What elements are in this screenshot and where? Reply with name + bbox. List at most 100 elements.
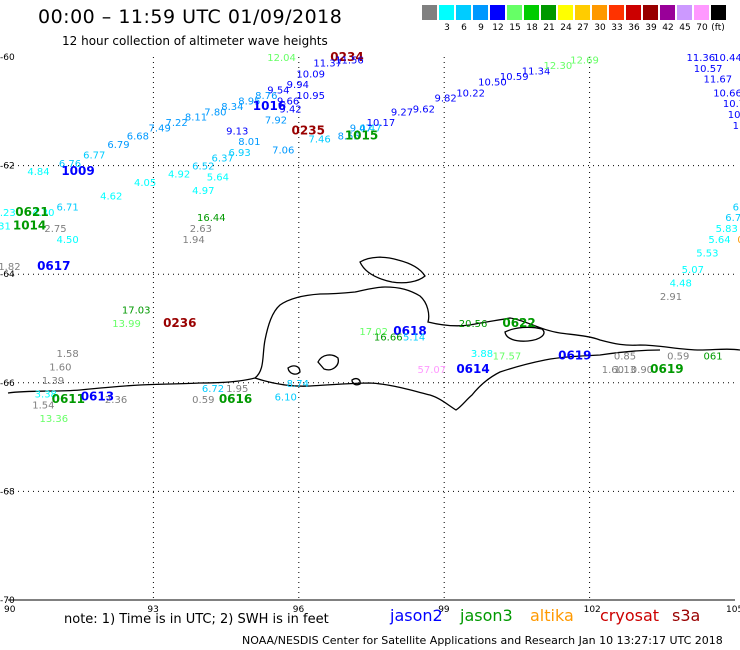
- legend-altika: altika: [530, 606, 574, 625]
- color-scale-label: 12: [492, 23, 504, 33]
- island-a: [359, 256, 426, 284]
- coastline: [7, 256, 740, 411]
- color-scale-swatch: [643, 5, 658, 20]
- color-scale-swatch: [456, 5, 471, 20]
- wave-height-value: 4.05: [134, 178, 156, 189]
- wave-height-value: 11.56: [335, 56, 364, 67]
- wave-height-value: 1.60: [602, 365, 624, 376]
- wave-height-value: 10.57: [694, 64, 723, 75]
- color-scale-label: 21: [543, 23, 555, 33]
- footer-note: note: 1) Time is in UTC; 2) SWH is in fe…: [64, 612, 329, 627]
- wave-height-value: 17.57: [493, 352, 522, 363]
- wave-height-value: 2.75: [44, 224, 66, 235]
- pass-time-label: 0617: [37, 259, 70, 273]
- wave-height-value: 2.36: [105, 395, 127, 406]
- pass-time-label: 0235: [292, 123, 325, 137]
- wave-height-value: 57.07: [418, 365, 447, 376]
- wave-height-value: 7.46: [308, 134, 330, 145]
- pass-time-label: 1009: [61, 164, 94, 178]
- wave-height-value: 10.95: [296, 91, 325, 102]
- wave-height-value: 9.94: [287, 80, 309, 91]
- wave-height-value: 6.52: [192, 162, 214, 173]
- longitude-label: 93: [147, 605, 158, 615]
- wave-height-value: 17.02: [359, 327, 388, 338]
- pass-time-label: 0234: [330, 50, 363, 64]
- wave-height-value: 1.39: [42, 376, 64, 387]
- color-scale-swatch: [592, 5, 607, 20]
- wave-height-value: 0.47: [359, 124, 381, 135]
- legend-jason2: jason2: [390, 606, 443, 625]
- color-scale-label: 42: [662, 23, 674, 33]
- wave-height-value: 13.99: [112, 319, 141, 330]
- island-d: [287, 365, 301, 375]
- wave-height-value: 8.01: [238, 137, 260, 148]
- wave-height-value: 16.66: [374, 333, 403, 344]
- wave-height-value: 12.30: [544, 61, 573, 72]
- wave-height-value: 8.76: [255, 91, 277, 102]
- wave-height-value: 6.4: [733, 202, 740, 213]
- wave-height-value: 12.69: [570, 56, 599, 67]
- wave-height-value: 13.36: [40, 414, 69, 425]
- wave-height-value: 9.66: [277, 96, 299, 107]
- color-scale-swatch: [609, 5, 624, 20]
- wave-height-value: 7.92: [265, 115, 287, 126]
- wave-height-value: 5.64: [207, 172, 229, 183]
- wave-height-value: 3.31: [0, 221, 11, 232]
- island-b: [504, 326, 545, 342]
- color-scale-label: 45: [679, 23, 691, 33]
- wave-height-value: 10.59: [500, 72, 529, 83]
- color-scale-swatch: [694, 5, 709, 20]
- wave-height-value: 9.82: [435, 94, 457, 105]
- pass-time-label: 1015: [345, 129, 378, 143]
- color-scale-label: 36: [628, 23, 640, 33]
- wave-height-value: 10.39: [728, 110, 740, 121]
- wave-height-value: 0.59: [192, 395, 214, 406]
- wave-height-value: 7.49: [149, 124, 171, 135]
- legend-cryosat: cryosat: [600, 606, 660, 625]
- map-subtitle: 12 hour collection of altimeter wave hei…: [62, 34, 328, 48]
- wave-height-value: 6.10: [275, 392, 297, 403]
- wave-height-value: 10.76: [723, 99, 740, 110]
- latitude-label: -66: [0, 379, 15, 389]
- pass-time-label: 0611: [52, 392, 85, 406]
- color-scale-label: 24: [560, 23, 572, 33]
- pass-time-label: 0613: [81, 389, 114, 403]
- color-scale-swatch: [558, 5, 573, 20]
- wave-height-value: 4.50: [56, 235, 78, 246]
- color-scale-label: 30: [594, 23, 606, 33]
- wave-height-value: 0.90: [631, 365, 653, 376]
- wave-height-value: 4.97: [192, 186, 214, 197]
- wave-height-value: 4.30: [32, 208, 54, 219]
- wave-height-value: 9.13: [226, 126, 248, 137]
- latitude-label: -62: [0, 162, 15, 172]
- wave-height-value: 8.74: [287, 379, 309, 390]
- color-scale-swatch: [677, 5, 692, 20]
- wave-height-value: 11.67: [703, 75, 732, 86]
- wave-height-value: 0.59: [667, 352, 689, 363]
- wave-height-value: 4.62: [100, 191, 122, 202]
- wave-height-value: 6.37: [212, 153, 234, 164]
- wave-height-value: 6.79: [107, 140, 129, 151]
- wave-height-value: 11.34: [522, 67, 551, 78]
- color-scale-label: 33: [611, 23, 623, 33]
- wave-height-value: 17.03: [122, 305, 151, 316]
- wave-height-value: 061: [703, 352, 722, 363]
- color-scale-label: 6: [461, 23, 467, 33]
- legend-s3a: s3a: [672, 606, 701, 625]
- pass-time-label: 0622: [502, 316, 535, 330]
- pass-time-label: 0618: [393, 324, 426, 338]
- wave-height-value: 10.09: [296, 69, 325, 80]
- color-scale-swatch: [711, 5, 726, 20]
- wave-height-value: 6.77: [83, 151, 105, 162]
- wave-height-value: 10.22: [456, 88, 485, 99]
- longitude-label: 96: [293, 605, 305, 615]
- latitude-label: -60: [0, 53, 15, 63]
- pass-time-label: 0236: [163, 316, 196, 330]
- wave-height-value: 7.22: [166, 118, 188, 129]
- color-scale-label: 70: [696, 23, 708, 33]
- color-scale-label: 18: [526, 23, 538, 33]
- wave-height-value: 1.82: [0, 262, 21, 273]
- wave-height-value: 9.27: [391, 107, 413, 118]
- pass-time-label: 0616: [219, 392, 252, 406]
